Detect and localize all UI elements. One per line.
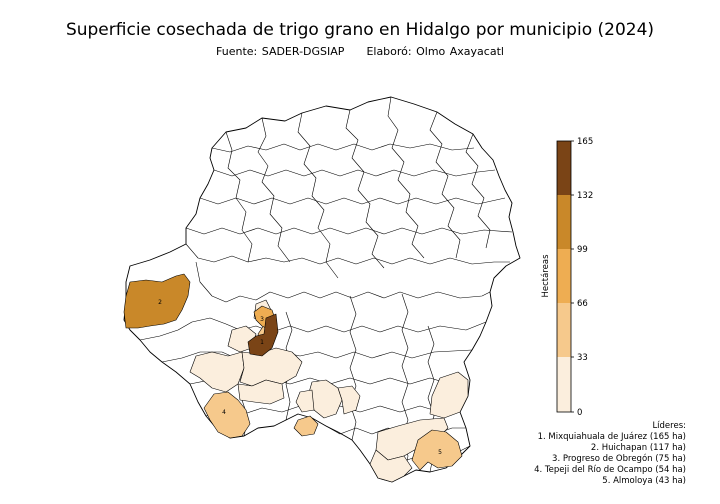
colorbar-frame [556, 140, 572, 413]
colorbar-tick-label: 33 [577, 353, 588, 363]
municipality-shaded [295, 389, 315, 413]
colorbar-tick-label: 132 [577, 191, 593, 201]
municipality-shaded [429, 371, 469, 419]
colorbar-label: Hectáreas [541, 254, 551, 298]
rank-label: 5 [438, 449, 442, 456]
colorbar-tick-label: 66 [577, 299, 588, 309]
colorbar: 165 132 99 66 33 0 Hectáreas [541, 137, 593, 418]
author-text: Elaboró: Olmo Axayacatl [366, 45, 504, 58]
colorbar-bin [557, 195, 571, 249]
rank-labels: 1 2 3 4 5 [158, 299, 442, 456]
municipality-shaded [337, 385, 361, 415]
source-text: Fuente: SADER-DGSIAP [216, 45, 345, 58]
leader-item: 5. Almoloya (43 ha) [602, 476, 686, 486]
map-title: Superficie cosechada de trigo grano en H… [65, 20, 655, 40]
rank-label: 1 [260, 339, 264, 346]
municipality-shaded [237, 379, 285, 405]
colorbar-bin [557, 357, 571, 412]
rank-label: 2 [158, 299, 162, 306]
leader-item: 3. Progreso de Obregón (75 ha) [552, 454, 686, 464]
municipality-mixquiahuala [247, 313, 279, 357]
colorbar-tick-label: 0 [577, 408, 582, 418]
leader-item: 2. Huichapan (117 ha) [590, 443, 686, 453]
leader-item: 1. Mixquiahuala de Juárez (165 ha) [537, 432, 686, 442]
mid-value-municipalities [203, 321, 463, 471]
high-value-municipalities [123, 273, 279, 357]
colorbar-tick-label: 165 [577, 137, 593, 147]
leaders-title: Líderes: [652, 421, 686, 431]
colorbar-bin [557, 303, 571, 357]
colorbar-bin [557, 141, 571, 195]
map-subtitle: Fuente: SADER-DGSIAP Elaboró: Olmo Axayac… [0, 45, 720, 58]
rank-label: 4 [222, 409, 226, 416]
colorbar-bin [557, 249, 571, 303]
leader-item: 4. Tepeji del Río de Ocampo (54 ha) [534, 465, 686, 475]
low-value-municipalities [189, 299, 469, 483]
rank-label: 3 [260, 316, 264, 323]
municipality-almoloya [411, 429, 463, 471]
colorbar-tick-label: 99 [577, 245, 588, 255]
municipality-tepeji [203, 391, 251, 439]
municipality-shaded [369, 449, 413, 483]
municipality-mid [293, 415, 319, 437]
leaders-legend: Líderes: 1. Mixquiahuala de Juárez (165 … [534, 421, 686, 487]
municipality-shaded [239, 347, 303, 387]
municipality-huichapan [123, 273, 191, 329]
